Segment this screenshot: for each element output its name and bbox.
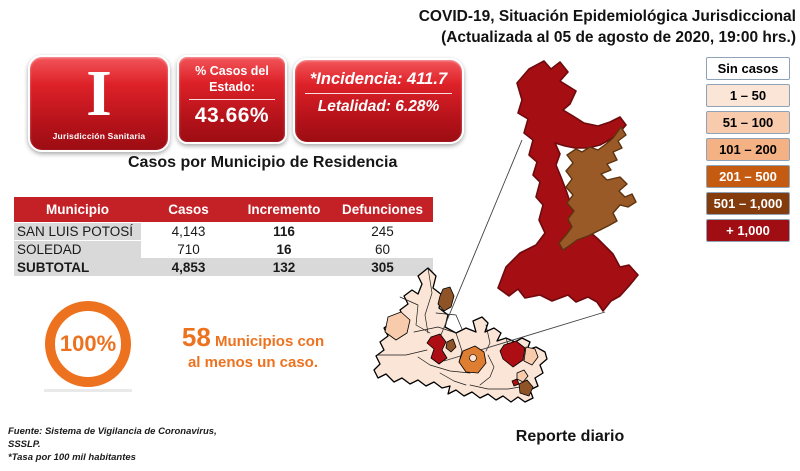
rates-divider — [305, 93, 452, 94]
coverage-line2: al menos un caso. — [187, 353, 319, 371]
map-muni-south-51-100 — [516, 369, 529, 383]
state-share-label-line1: % Casos del — [195, 64, 269, 78]
col-header-municipio: Municipio — [46, 202, 109, 217]
legend-item-201-500: 201 – 500 — [706, 165, 790, 188]
source-notes: Fuente: Sistema de Vigilancia de Coronav… — [8, 426, 217, 464]
source-line1: Fuente: Sistema de Vigilancia de Coronav… — [8, 426, 217, 437]
state-share-value: 43.66% — [194, 104, 270, 128]
legend-item-1-50: 1 – 50 — [706, 84, 790, 107]
report-title-line1: COVID-19, Situación Epidemiológica Juris… — [418, 8, 796, 25]
map-muni-west-51-100 — [384, 311, 411, 341]
jurisdiction-label: Jurisdicción Sanitaria — [52, 131, 146, 141]
lethality-value: Letalidad: 6.28% — [317, 98, 440, 115]
source-line3: *Tasa por 100 mil habitantes — [8, 451, 136, 463]
cell-incremento: 116 — [273, 223, 295, 239]
table-row: SOLEDAD 710 16 60 — [14, 240, 433, 258]
map-legend: Sin casos 1 – 50 51 – 100 101 – 200 201 … — [706, 57, 790, 246]
cases-table-title: Casos por Municipio de Residencia — [128, 154, 398, 171]
cell-subtotal-casos: 4,853 — [171, 259, 206, 275]
cell-subtotal-label: SUBTOTAL — [17, 259, 90, 275]
cell-municipio: SOLEDAD — [14, 240, 141, 258]
legend-item-sin-casos: Sin casos — [706, 57, 790, 80]
state-choropleth-map — [373, 60, 639, 403]
map-muni-san-luis-potosi — [426, 333, 448, 365]
map-muni-tamazunchale — [518, 379, 534, 397]
coverage-ring-shadow — [44, 389, 132, 392]
cell-defunciones: 245 — [371, 223, 394, 239]
state-share-divider — [189, 99, 275, 101]
cell-subtotal-defunciones: 305 — [371, 259, 394, 275]
jurisdiction-roman-numeral: I — [86, 57, 112, 130]
cell-incremento: 16 — [276, 241, 292, 257]
legend-item-101-200: 101 – 200 — [706, 138, 790, 161]
cases-table-header-row: Municipio Casos Incremento Defunciones — [14, 197, 433, 222]
report-title-line2: (Actualizada al 05 de agosto de 2020, 19… — [441, 28, 796, 46]
state-share-label-line2: Estado: — [209, 79, 255, 94]
map-muni-matehuala — [437, 286, 455, 312]
cell-casos: 4,143 — [171, 223, 206, 239]
jurisdiction-badge: I Jurisdicción Sanitaria — [28, 55, 170, 152]
map-muni-east-51-100 — [523, 346, 539, 366]
coverage-line1: Municipios con — [210, 333, 325, 350]
legend-item-501-1000: 501 – 1,000 — [706, 192, 790, 215]
cell-defunciones: 60 — [374, 241, 391, 257]
legend-item-1000-plus: + 1,000 — [706, 219, 790, 242]
col-header-casos: Casos — [168, 202, 209, 217]
cell-municipio: SAN LUIS POTOSÍ — [14, 222, 141, 240]
col-header-defunciones: Defunciones — [341, 202, 423, 217]
map-caption: Reporte diario — [515, 428, 625, 445]
incidence-value: *Incidencia: 411.7 — [309, 70, 448, 88]
coverage-count: 58 — [181, 322, 211, 352]
table-subtotal-row: SUBTOTAL 4,853 132 305 — [14, 258, 433, 276]
cell-subtotal-incremento: 132 — [272, 259, 296, 275]
rates-box: *Incidencia: 411.7 Letalidad: 6.28% — [293, 58, 464, 144]
map-inset-soledad — [558, 126, 637, 251]
coverage-ring: 100% — [45, 301, 131, 387]
table-row: SAN LUIS POTOSÍ 4,143 116 245 — [14, 222, 433, 240]
cases-table: Municipio Casos Incremento Defunciones S… — [14, 197, 433, 276]
report-title: COVID-19, Situación Epidemiológica Juris… — [408, 7, 796, 49]
cell-casos: 710 — [177, 241, 200, 257]
coverage-text: 58 Municipios con al menos un caso. — [164, 321, 342, 372]
map-municipal-borders — [377, 267, 531, 390]
legend-item-51-100: 51 – 100 — [706, 111, 790, 134]
source-line2: SSSLP. — [8, 438, 41, 450]
map-inset-san-luis-potosi — [497, 60, 639, 312]
map-muni-soledad — [445, 338, 457, 353]
coverage-ring-value: 100% — [59, 331, 117, 356]
state-share-box: % Casos del Estado: 43.66% — [177, 55, 287, 144]
map-muni-cd-valles — [499, 340, 526, 368]
col-header-incremento: Incremento — [247, 202, 321, 217]
map-muni-cd-fernandez — [469, 354, 477, 362]
